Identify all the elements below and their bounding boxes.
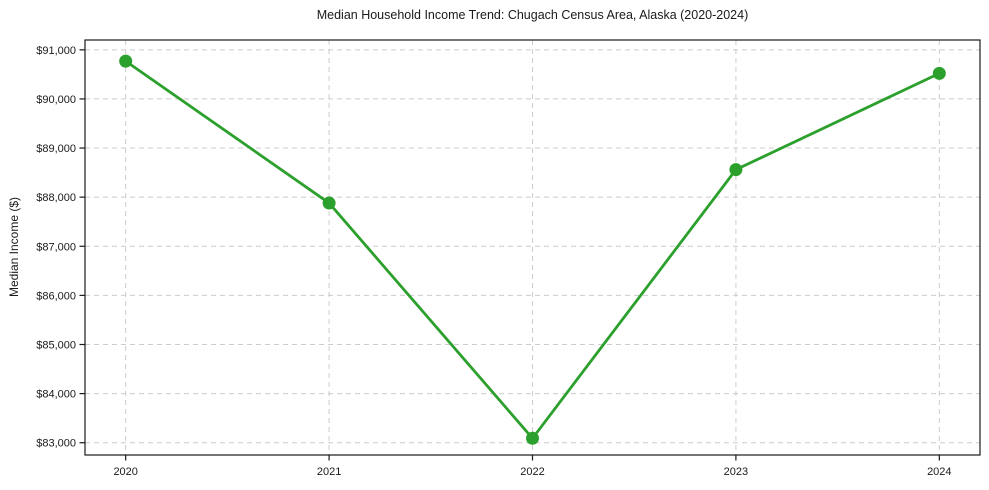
x-tick-label: 2020 bbox=[113, 466, 137, 478]
y-tick-label: $87,000 bbox=[36, 241, 76, 253]
y-tick-label: $90,000 bbox=[36, 94, 76, 106]
x-tick-label: 2024 bbox=[927, 466, 951, 478]
chart-title: Median Household Income Trend: Chugach C… bbox=[316, 8, 749, 22]
data-point-2022 bbox=[526, 431, 539, 445]
x-tick-label: 2022 bbox=[520, 466, 544, 478]
data-point-2023 bbox=[729, 163, 743, 177]
data-point-2021 bbox=[322, 196, 336, 210]
y-tick-label: $91,000 bbox=[36, 45, 76, 57]
y-tick-label: $86,000 bbox=[36, 290, 76, 302]
data-point-2024 bbox=[932, 66, 946, 80]
y-tick-label: $83,000 bbox=[36, 438, 76, 450]
x-tick-label: 2021 bbox=[317, 466, 341, 478]
y-tick-label: $89,000 bbox=[36, 143, 76, 155]
data-point-2020 bbox=[119, 54, 133, 68]
y-tick-label: $85,000 bbox=[36, 339, 76, 351]
y-tick-label: $88,000 bbox=[36, 192, 76, 204]
y-tick-label: $84,000 bbox=[36, 389, 76, 401]
x-tick-label: 2023 bbox=[724, 466, 748, 478]
